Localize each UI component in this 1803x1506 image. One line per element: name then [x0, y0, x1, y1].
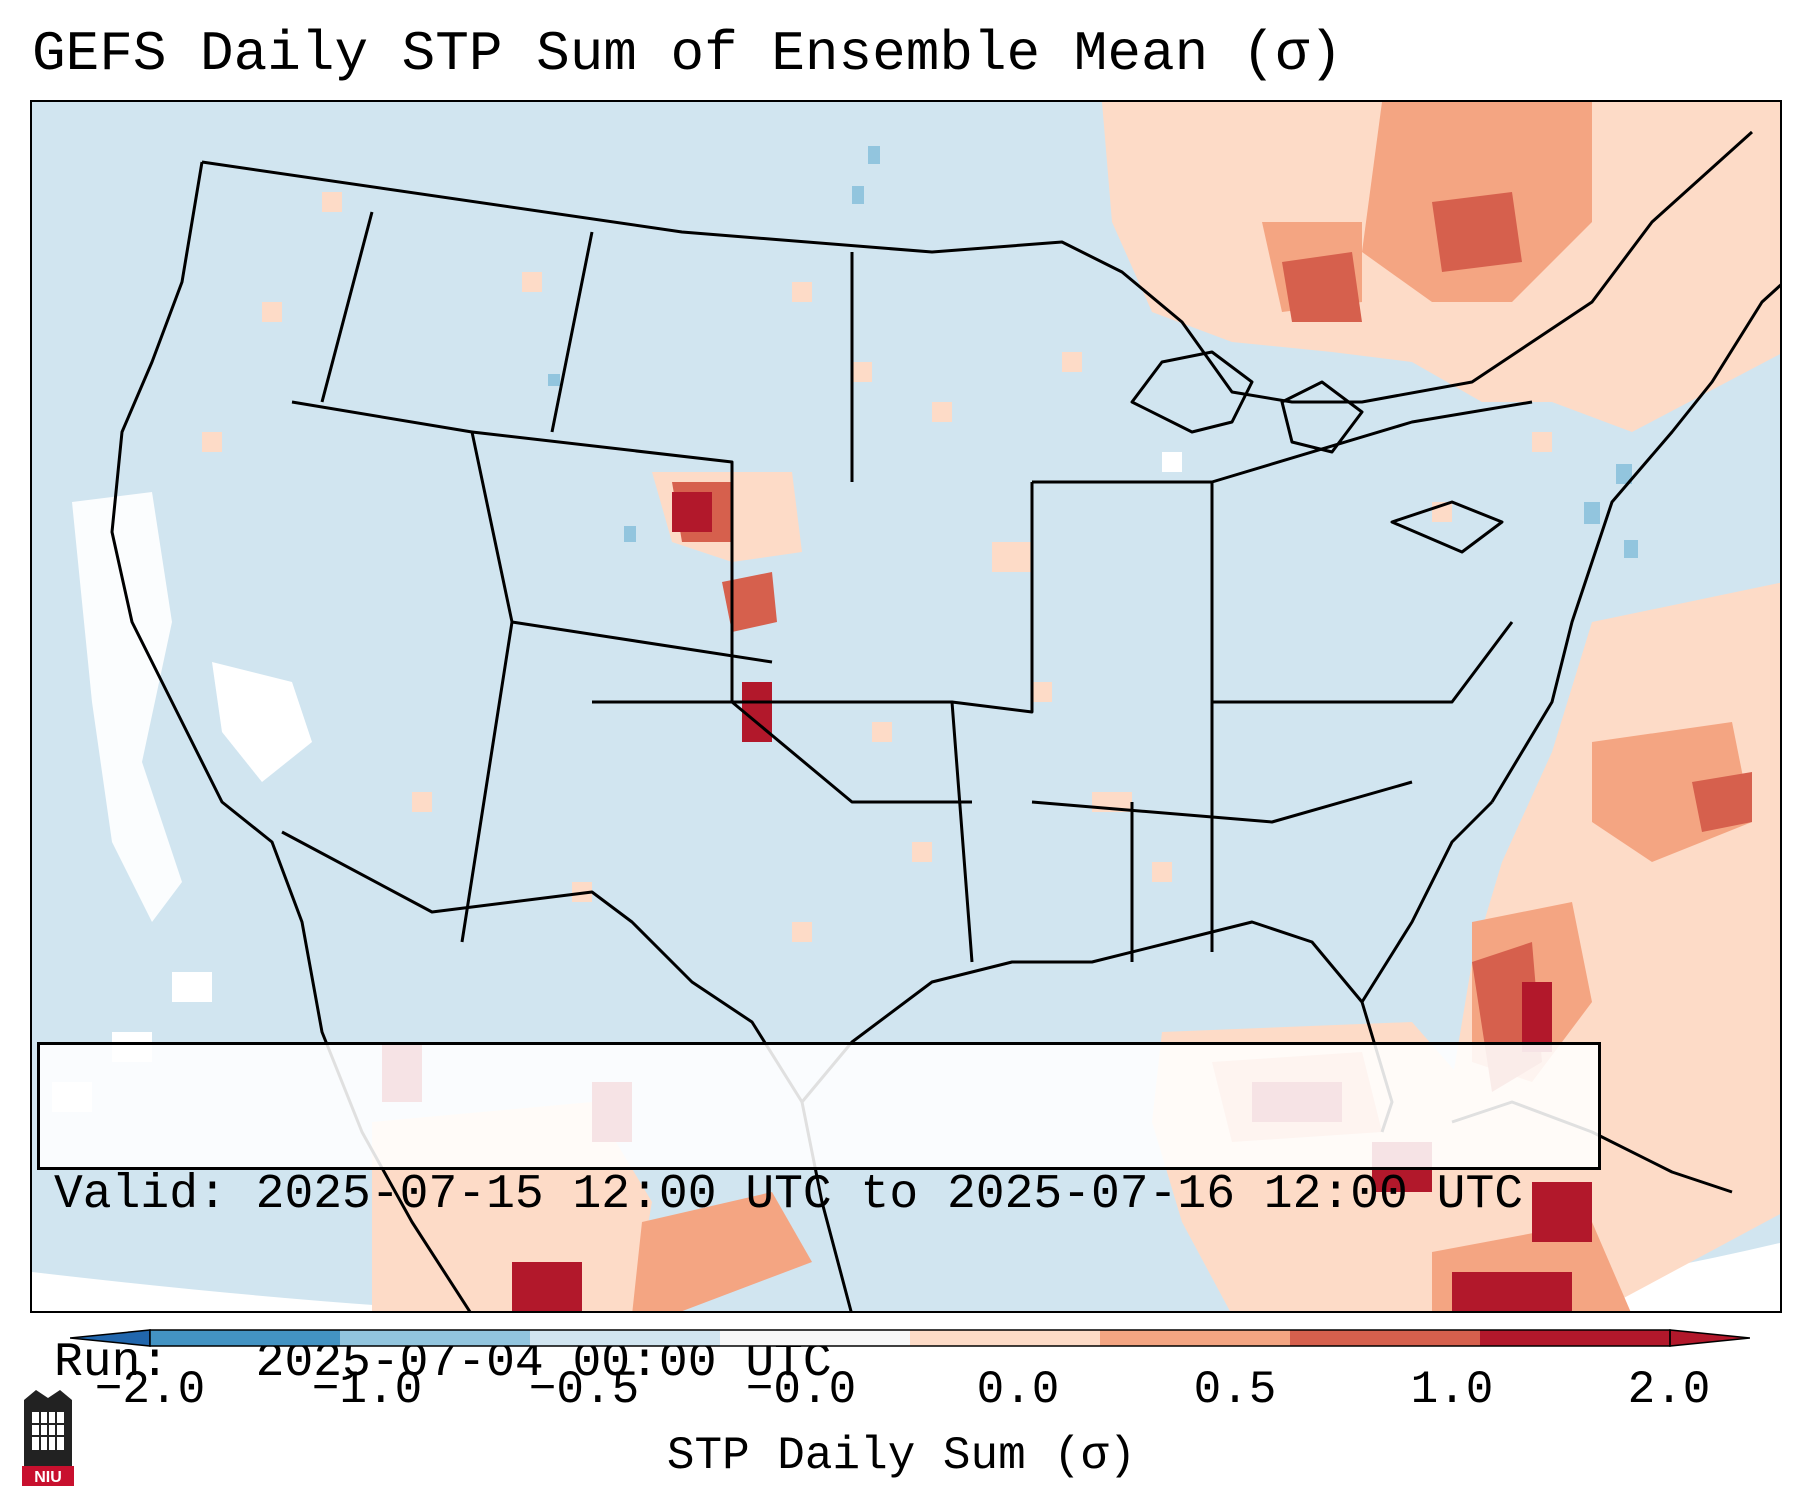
colorbar-segment [720, 1330, 910, 1346]
colorbar-segment [1290, 1330, 1480, 1346]
outside-domain-bottom-left [32, 1272, 466, 1311]
scattered-anomaly-pixels [202, 192, 1552, 942]
validity-info-box: Valid: 2025-07-15 12:00 UTC to 2025-07-1… [37, 1042, 1601, 1390]
tick-label: 0.0 [976, 1364, 1060, 1416]
colorbar [70, 1329, 1750, 1347]
university-tower-icon: NIU [22, 1390, 74, 1486]
colorbar-over-extension [1669, 1329, 1750, 1347]
logo-text: NIU [34, 1469, 62, 1486]
tick-label: 0.5 [1193, 1364, 1277, 1416]
valid-row: Valid: 2025-07-15 12:00 UTC to 2025-07-1… [54, 1167, 1598, 1223]
chart-title: GEFS Daily STP Sum of Ensemble Mean (σ) [32, 22, 1343, 86]
colorbar-segments [150, 1330, 1670, 1346]
valid-label: Valid: [54, 1168, 227, 1222]
outside-domain-bottom-right [1344, 1242, 1780, 1311]
tick-label: −0.0 [745, 1364, 857, 1416]
colorbar-segment [150, 1330, 340, 1346]
colorbar-outline [149, 1329, 1671, 1347]
tick-label: −0.5 [528, 1364, 640, 1416]
tick-label: −1.0 [311, 1364, 423, 1416]
tick-label: 1.0 [1410, 1364, 1494, 1416]
valid-value: 2025-07-15 12:00 UTC to 2025-07-16 12:00… [255, 1168, 1524, 1222]
negative-anomaly-pixels [548, 146, 1638, 558]
colorbar-under-extension [70, 1329, 151, 1347]
colorbar-label: STP Daily Sum (σ) [666, 1430, 1137, 1482]
colorbar-segment [1100, 1330, 1290, 1346]
colorbar-segment [340, 1330, 530, 1346]
colorbar-segment [1480, 1330, 1670, 1346]
colorbar-ticks: −2.0 −1.0 −0.5 −0.0 0.0 0.5 1.0 2.0 [0, 1362, 1803, 1422]
colorbar-segment [910, 1330, 1100, 1346]
tick-label: −2.0 [94, 1364, 206, 1416]
colorbar-segment [530, 1330, 720, 1346]
tick-label: 2.0 [1627, 1364, 1711, 1416]
